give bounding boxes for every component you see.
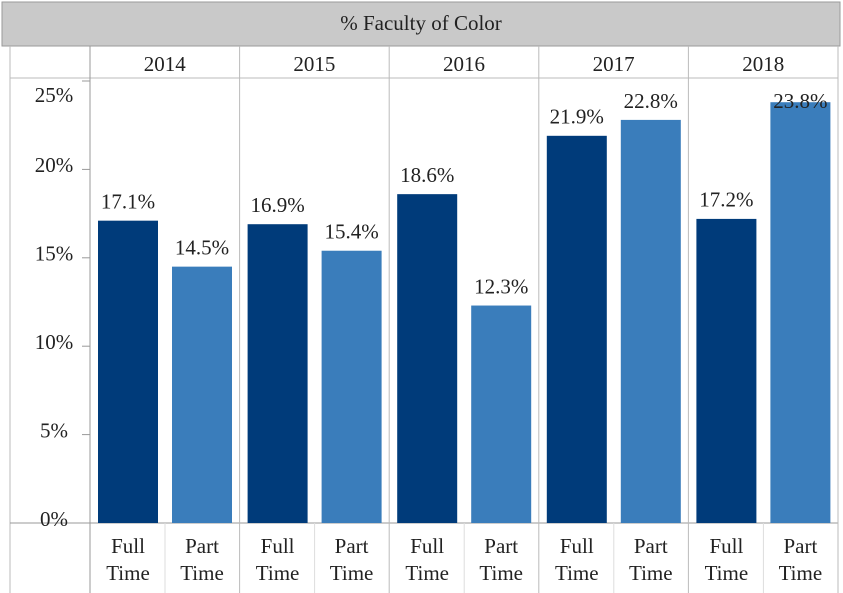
x-tick-label: Full Time	[255, 534, 300, 585]
title-bar	[1, 1, 841, 47]
bar	[770, 102, 831, 523]
y-tick-label: 25%	[35, 83, 74, 107]
y-tick-label: 5%	[40, 418, 68, 442]
x-tick-label: Part Time	[329, 534, 374, 585]
bar	[397, 194, 458, 524]
value-label: 18.6%	[400, 163, 454, 187]
value-label: 12.3%	[474, 274, 528, 298]
value-label: 16.9%	[250, 193, 304, 217]
x-tick-label: Full Time	[704, 534, 749, 585]
value-label: 14.5%	[175, 235, 229, 259]
value-label: 15.4%	[324, 220, 378, 244]
value-label: 23.8%	[773, 89, 827, 113]
y-tick-label: 15%	[35, 242, 74, 266]
x-tick-label: Full Time	[405, 534, 449, 585]
chart-title: % Faculty of Color	[340, 11, 502, 35]
year-label: 2014	[144, 52, 187, 76]
y-tick-label: 20%	[35, 153, 74, 177]
bar	[620, 119, 681, 523]
bar	[247, 224, 308, 523]
x-tick-label: Full Time	[555, 534, 599, 585]
y-tick-label: 0%	[40, 507, 68, 531]
year-label: 2017	[593, 52, 635, 76]
bar	[546, 135, 607, 524]
year-label: 2016	[443, 52, 485, 76]
bar	[321, 250, 382, 523]
value-label: 17.1%	[101, 189, 155, 213]
y-tick-label: 10%	[35, 330, 74, 354]
value-label: 17.2%	[699, 188, 753, 212]
x-tick-label: Part Time	[778, 534, 823, 585]
x-tick-label: Part Time	[479, 534, 523, 585]
bar	[172, 266, 232, 523]
bar	[98, 220, 158, 523]
bar	[696, 218, 757, 524]
x-tick-label: Full Time	[106, 534, 150, 585]
year-label: 2018	[742, 52, 784, 76]
x-tick-label: Part Time	[629, 534, 673, 585]
year-label: 2015	[293, 52, 335, 76]
value-label: 21.9%	[550, 105, 604, 129]
x-tick-label: Part Time	[180, 534, 224, 585]
value-label: 22.8%	[624, 89, 678, 113]
bar	[471, 305, 532, 523]
